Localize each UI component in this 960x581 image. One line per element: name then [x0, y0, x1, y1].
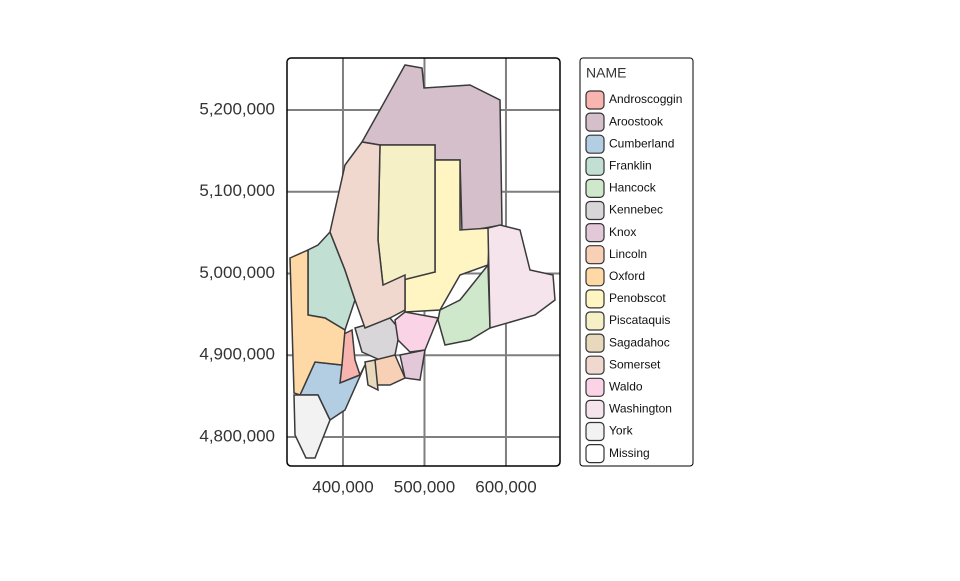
county-shape	[394, 311, 440, 353]
y-tick-label: 4,900,000	[199, 345, 275, 364]
legend-swatch	[585, 444, 605, 464]
legend-swatch	[585, 377, 605, 397]
legend-swatch	[585, 267, 605, 287]
legend-label: Sagadahoc	[609, 335, 670, 349]
legend-label: Penobscot	[609, 291, 666, 305]
x-tick-label: 500,000	[394, 477, 455, 496]
legend-label: Waldo	[609, 379, 643, 393]
legend-label: Androscoggin	[609, 92, 682, 106]
legend-label: Missing	[609, 446, 650, 460]
legend-label: Franklin	[609, 158, 652, 172]
legend-swatch	[585, 134, 605, 154]
y-tick-label: 5,200,000	[199, 99, 275, 118]
y-tick-label: 4,800,000	[199, 426, 275, 445]
legend-label: Kennebec	[609, 203, 663, 217]
legend-swatch	[585, 223, 605, 243]
legend-swatch	[585, 399, 605, 419]
legend-swatch	[585, 311, 605, 331]
y-tick-label: 5,000,000	[199, 263, 275, 282]
plot-frame	[286, 57, 561, 467]
legend-box	[579, 57, 694, 467]
county-shape	[437, 262, 491, 346]
legend-swatch	[585, 355, 605, 375]
county-shape	[293, 394, 331, 459]
county-shape	[364, 359, 379, 392]
x-tick-label: 600,000	[475, 477, 536, 496]
legend-label: Somerset	[609, 357, 661, 371]
x-tick-label: 400,000	[312, 477, 373, 496]
legend-swatch	[585, 200, 605, 221]
legend-label: Piscataquis	[609, 313, 670, 327]
legend-swatch	[585, 289, 605, 309]
legend-label: Hancock	[609, 181, 657, 195]
legend-title: NAME	[586, 65, 626, 81]
legend-label: Cumberland	[609, 136, 674, 150]
legend-swatch	[585, 90, 605, 110]
legend-label: Knox	[609, 225, 636, 239]
legend-label: Oxford	[609, 269, 645, 283]
legend-label: Aroostook	[609, 114, 664, 128]
legend-label: York	[609, 424, 634, 438]
legend-swatch	[585, 156, 605, 176]
legend-swatch	[585, 333, 605, 353]
legend-swatch	[585, 112, 605, 132]
county-shape	[289, 248, 346, 396]
legend-swatch	[585, 245, 605, 265]
county-shape	[377, 144, 436, 286]
county-shape	[487, 224, 556, 329]
county-shape	[329, 141, 406, 329]
y-tick-label: 5,100,000	[199, 181, 275, 200]
legend-swatch	[585, 421, 605, 442]
legend-label: Washington	[609, 402, 672, 416]
legend-swatch	[585, 178, 605, 198]
legend-label: Lincoln	[609, 247, 647, 261]
